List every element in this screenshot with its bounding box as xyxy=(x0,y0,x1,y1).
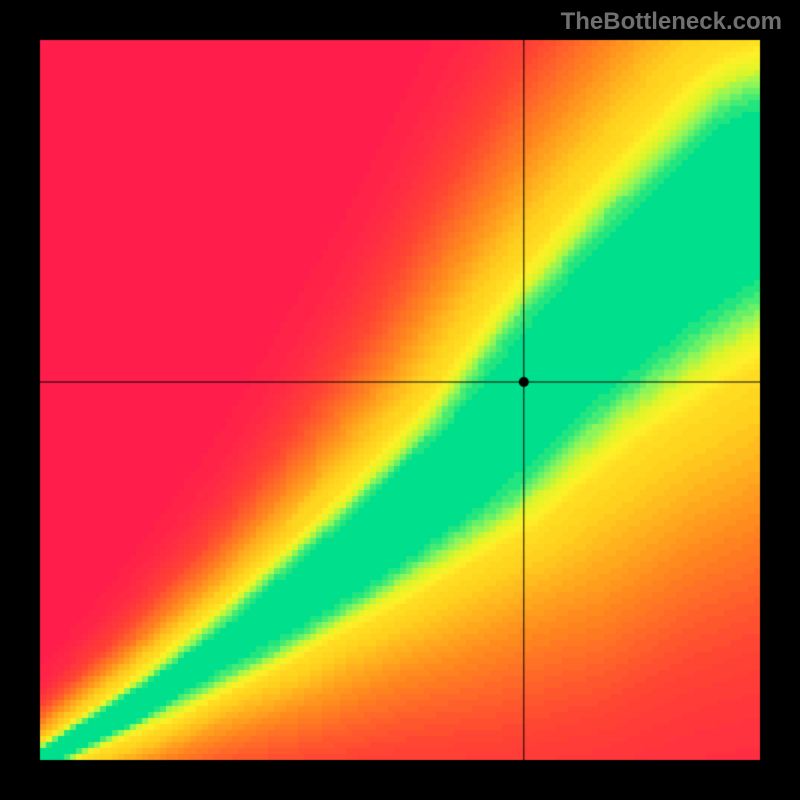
watermark-text: TheBottleneck.com xyxy=(561,8,782,36)
bottleneck-heatmap xyxy=(0,0,800,800)
chart-container: { "watermark": { "text": "TheBottleneck.… xyxy=(0,0,800,800)
